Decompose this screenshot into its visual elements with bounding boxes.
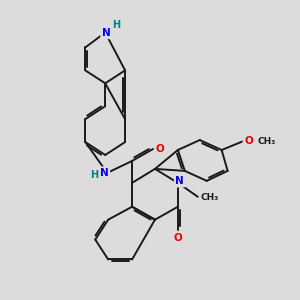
Text: N: N xyxy=(102,28,111,38)
Text: O: O xyxy=(173,232,182,243)
Text: H: H xyxy=(90,170,98,180)
Text: N: N xyxy=(176,176,184,186)
Text: O: O xyxy=(156,144,164,154)
Text: H: H xyxy=(112,20,120,30)
Text: CH₃: CH₃ xyxy=(201,193,219,202)
Text: CH₃: CH₃ xyxy=(257,136,276,146)
Text: N: N xyxy=(100,168,109,178)
Text: O: O xyxy=(244,136,253,146)
